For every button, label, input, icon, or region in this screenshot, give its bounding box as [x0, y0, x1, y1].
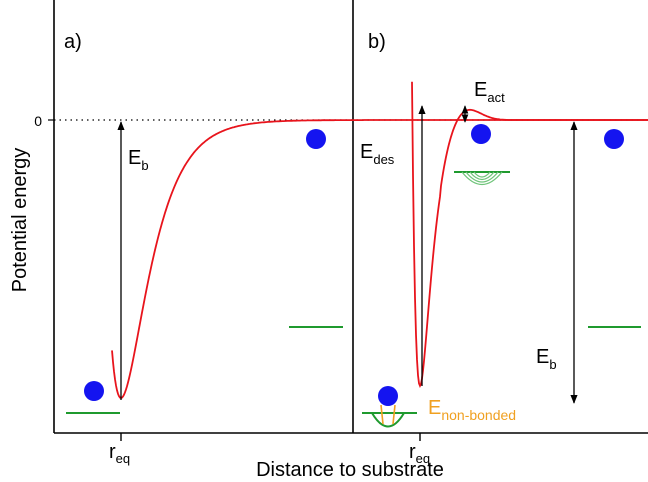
potential-curve-b: [411, 81, 648, 388]
eb-label-a: Eb: [128, 147, 149, 173]
free-molecule-b: [604, 129, 624, 149]
nonbonded-well: [362, 404, 417, 428]
edes-label: Edes: [360, 141, 395, 167]
req-label-a: req: [109, 441, 130, 466]
enb-label: Enon-bonded: [428, 397, 516, 423]
y-axis-label: Potential energy: [9, 148, 31, 293]
adsorbed-molecule-a: [84, 381, 104, 401]
adsorbed-molecule-b: [378, 386, 398, 406]
zero-tick-label: 0: [34, 113, 42, 129]
req-label-b: req: [409, 441, 430, 466]
precursor-well-levels: [454, 171, 510, 186]
panel-a-label: a): [64, 31, 82, 53]
plot-frame: [53, 0, 648, 434]
x-axis-label: Distance to substrate: [256, 459, 444, 481]
free-molecule-a: [306, 129, 326, 149]
panel-b-label: b): [368, 31, 386, 53]
eb-label-b: Eb: [536, 346, 557, 372]
precursor-molecule-b: [471, 124, 491, 144]
eact-label: Eact: [474, 79, 505, 105]
